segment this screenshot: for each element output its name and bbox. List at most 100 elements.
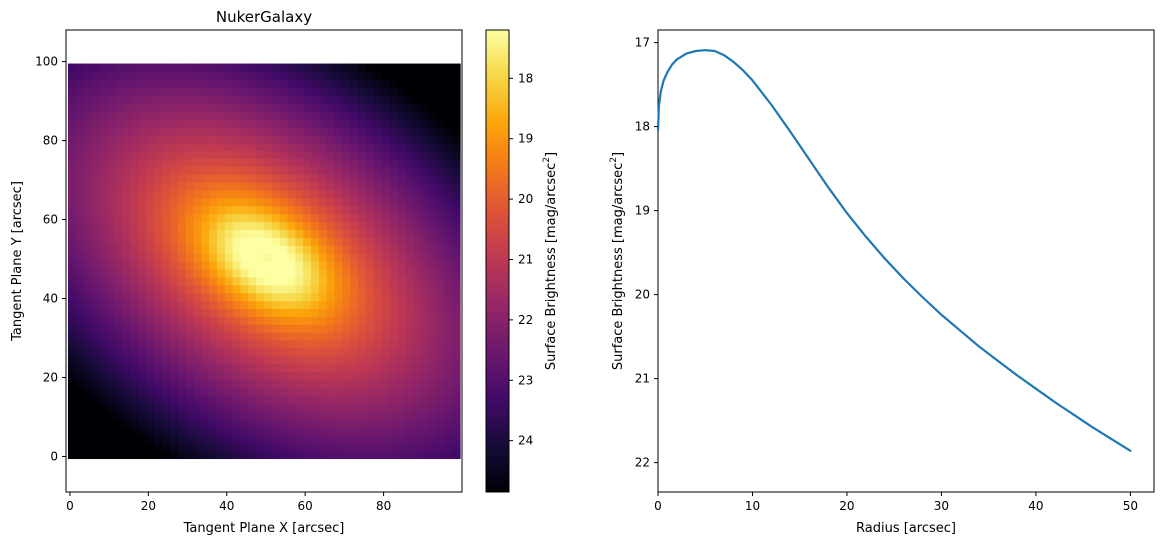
heatmap-cell: [201, 450, 210, 460]
heatmap-cell: [83, 229, 93, 238]
heatmap-cell: [318, 182, 328, 191]
heatmap-cell: [397, 134, 406, 144]
heatmap-cell: [318, 166, 328, 175]
heatmap-cell: [287, 347, 296, 357]
heatmap-cell: [405, 426, 414, 436]
heatmap-cell: [75, 110, 85, 120]
heatmap-cell: [326, 79, 336, 88]
heatmap-cell: [177, 276, 187, 286]
heatmap-cell: [271, 95, 281, 104]
heatmap-cell: [342, 284, 351, 294]
heatmap-cell: [389, 229, 398, 238]
image-x-tick-label: 0: [66, 499, 74, 513]
heatmap-cell: [444, 403, 453, 412]
heatmap-cell: [209, 118, 218, 128]
heatmap-cell: [185, 213, 195, 223]
profile-x-tick-label: 40: [1028, 499, 1043, 513]
heatmap-cell: [75, 261, 85, 270]
heatmap-cell: [318, 87, 328, 96]
heatmap-cell: [240, 63, 249, 73]
heatmap-cell: [146, 126, 155, 136]
heatmap-cell: [201, 229, 210, 238]
heatmap-cell: [256, 450, 265, 460]
heatmap-cell: [420, 95, 430, 104]
heatmap-cell: [201, 182, 210, 191]
heatmap-cell: [373, 300, 383, 309]
heatmap-cell: [248, 118, 257, 128]
heatmap-cell: [350, 395, 359, 404]
heatmap-cell: [358, 332, 367, 341]
heatmap-cell: [216, 261, 226, 270]
heatmap-cell: [256, 87, 265, 96]
heatmap-cell: [397, 284, 406, 294]
heatmap-cell: [444, 166, 453, 175]
heatmap-cell: [232, 63, 242, 73]
heatmap-cell: [287, 403, 296, 412]
heatmap-cell: [107, 355, 116, 365]
heatmap-cell: [201, 150, 210, 159]
heatmap-cell: [75, 324, 85, 333]
heatmap-cell: [428, 253, 438, 262]
heatmap-cell: [264, 426, 273, 436]
heatmap-cell: [99, 292, 108, 302]
heatmap-cell: [107, 411, 116, 420]
heatmap-cell: [162, 142, 171, 152]
heatmap-cell: [334, 418, 344, 428]
heatmap-cell: [83, 292, 93, 302]
heatmap-cell: [342, 142, 351, 152]
heatmap-cell: [311, 118, 320, 128]
heatmap-cell: [428, 261, 438, 270]
heatmap-cell: [436, 292, 445, 302]
heatmap-cell: [146, 450, 155, 460]
heatmap-cell: [224, 261, 234, 270]
heatmap-cell: [146, 63, 155, 73]
heatmap-cell: [209, 158, 218, 167]
heatmap-cell: [256, 110, 265, 120]
heatmap-cell: [287, 339, 296, 349]
heatmap-cell: [256, 403, 265, 412]
heatmap-cell: [271, 339, 281, 349]
heatmap-cell: [279, 118, 289, 128]
heatmap-cell: [381, 418, 391, 428]
heatmap-cell: [240, 189, 249, 199]
heatmap-cell: [271, 110, 281, 120]
heatmap-cell: [428, 355, 438, 365]
heatmap-cell: [365, 292, 375, 302]
heatmap-cell: [201, 71, 210, 80]
heatmap-cell: [358, 442, 367, 452]
heatmap-cell: [334, 103, 344, 112]
heatmap-cell: [303, 379, 312, 388]
heatmap-cell: [311, 276, 320, 286]
heatmap-cell: [303, 103, 312, 112]
heatmap-cell: [216, 253, 226, 262]
heatmap-cell: [279, 134, 289, 144]
heatmap-cell: [365, 174, 375, 183]
heatmap-cell: [248, 276, 257, 286]
heatmap-cell: [201, 276, 210, 286]
heatmap-cell: [350, 189, 359, 199]
heatmap-cell: [138, 332, 147, 341]
heatmap-cell: [412, 189, 422, 199]
heatmap-cell: [287, 418, 296, 428]
heatmap-cell: [452, 403, 461, 412]
heatmap-cell: [318, 268, 328, 278]
heatmap-cell: [373, 189, 383, 199]
heatmap-cell: [115, 253, 124, 262]
heatmap-cell: [193, 411, 202, 420]
heatmap-cell: [248, 434, 257, 444]
heatmap-cell: [146, 363, 155, 373]
heatmap-cell: [405, 403, 414, 412]
heatmap-cell: [452, 118, 461, 128]
heatmap-cell: [342, 450, 351, 460]
heatmap-cell: [138, 245, 147, 254]
heatmap-cell: [83, 268, 93, 278]
heatmap-cell: [67, 142, 77, 152]
heatmap-cell: [75, 268, 85, 278]
heatmap-cell: [83, 150, 93, 159]
heatmap-cell: [412, 253, 422, 262]
heatmap-cell: [177, 268, 187, 278]
heatmap-cell: [193, 71, 202, 80]
heatmap-cell: [162, 213, 171, 223]
heatmap-cell: [444, 189, 453, 199]
